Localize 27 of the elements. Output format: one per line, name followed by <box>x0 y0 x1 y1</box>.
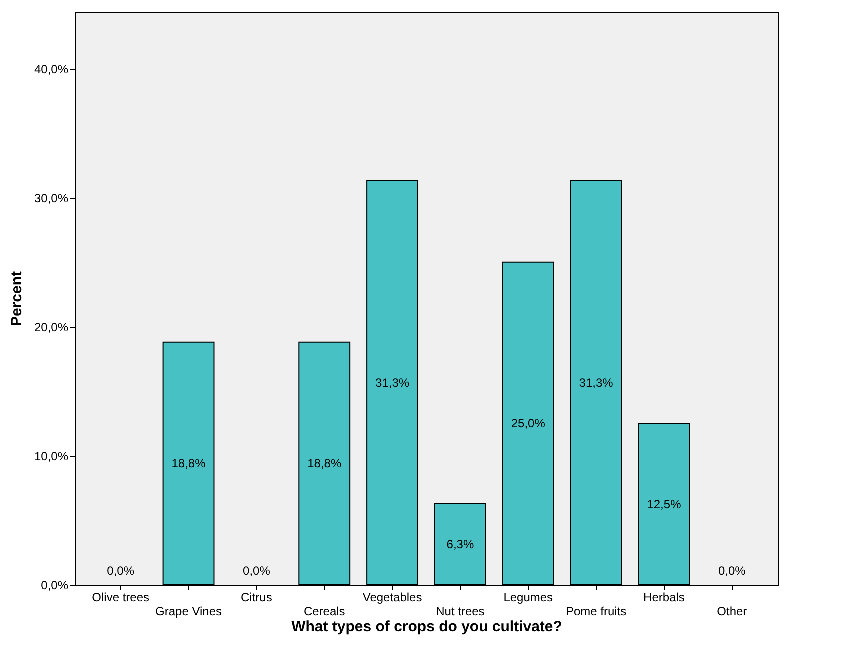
y-axis-title: Percent <box>8 271 26 327</box>
x-tick-label: Herbals <box>644 590 685 604</box>
data-label: 0,0% <box>243 564 271 578</box>
x-tick-label: Olive trees <box>92 590 150 604</box>
x-axis-title: What types of crops do you cultivate? <box>292 618 562 636</box>
y-tick-label: 40,0% <box>34 62 69 76</box>
y-tick-label: 0,0% <box>41 578 69 592</box>
y-tick-label: 20,0% <box>34 320 69 334</box>
data-label: 0,0% <box>718 564 746 578</box>
y-tick-label: 10,0% <box>34 449 69 464</box>
x-tick-label: Other <box>717 604 748 618</box>
x-tick-label: Legumes <box>504 590 554 604</box>
x-tick-label: Vegetables <box>362 590 422 604</box>
x-tick-label: Pome fruits <box>566 604 627 618</box>
data-label: 6,3% <box>446 537 474 552</box>
x-tick-label: Cereals <box>304 604 346 618</box>
data-label: 31,3% <box>579 376 614 390</box>
data-label: 31,3% <box>376 376 410 390</box>
data-label: 12,5% <box>647 497 682 512</box>
data-label: 0,0% <box>107 564 135 578</box>
y-tick-label: 30,0% <box>34 191 69 206</box>
x-tick-label: Citrus <box>241 590 272 604</box>
x-tick-label: Grape Vines <box>156 604 222 618</box>
data-label: 18,8% <box>172 456 206 471</box>
x-tick-label: Nut trees <box>436 604 485 618</box>
data-label: 18,8% <box>308 456 342 471</box>
data-label: 25,0% <box>511 416 546 431</box>
